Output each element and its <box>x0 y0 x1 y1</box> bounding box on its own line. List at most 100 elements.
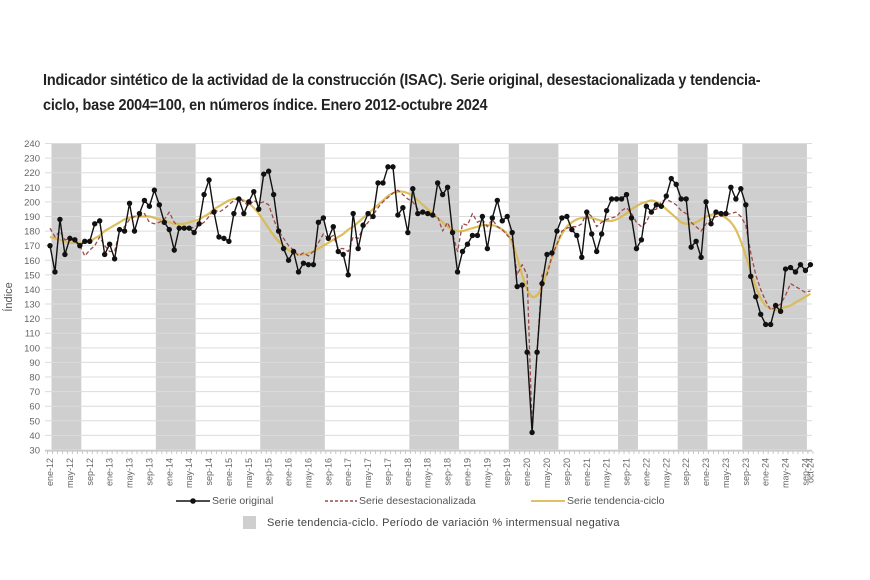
data-point <box>648 209 655 215</box>
data-point <box>728 184 734 190</box>
data-point <box>703 199 709 205</box>
y-tick-label: 140 <box>24 285 40 296</box>
x-tick-label: may-23 <box>721 458 731 488</box>
x-tick-label: sep-16 <box>323 458 333 486</box>
x-tick-label: may-24 <box>781 458 791 488</box>
data-point <box>330 223 336 230</box>
x-tick-label: ene-20 <box>522 458 532 486</box>
data-point <box>62 251 68 258</box>
data-point <box>688 244 694 250</box>
y-tick-label: 230 <box>24 154 40 165</box>
x-tick-label: sep-18 <box>443 458 453 486</box>
y-tick-label: 90 <box>29 358 40 369</box>
line-swatch-icon <box>531 500 565 502</box>
data-point <box>758 311 764 317</box>
data-point <box>469 232 476 239</box>
x-tick-label: may-15 <box>244 458 254 488</box>
x-tick-label: ene-14 <box>164 458 174 486</box>
data-point <box>767 321 774 328</box>
legend-label: Serie original <box>212 495 274 507</box>
data-point <box>87 238 93 244</box>
x-tick-label: sep-15 <box>264 458 274 486</box>
shaded-period-band <box>742 143 807 450</box>
x-tick-label: sep-20 <box>562 458 572 486</box>
data-point <box>236 196 242 202</box>
data-point <box>206 177 212 183</box>
x-tick-label: ene-21 <box>582 458 592 486</box>
data-point <box>97 218 103 224</box>
data-point <box>320 215 327 221</box>
data-point <box>365 210 371 217</box>
data-point <box>305 261 312 268</box>
legend-label: Serie tendencia-ciclo. Período de variac… <box>267 516 620 529</box>
legend-item-shaded[interactable]: Serie tendencia-ciclo. Período de variac… <box>243 516 620 529</box>
shaded-periods <box>51 143 807 450</box>
x-tick-label: may-13 <box>125 458 135 488</box>
data-point <box>405 229 411 236</box>
x-tick-label: ene-13 <box>105 458 115 486</box>
x-tick-label: may-14 <box>184 458 194 488</box>
x-tick-label: sep-17 <box>383 458 393 486</box>
y-axis-ticks: 30 40 50 60 70 80 90 100 110 120 130 140 150 160 170 18… <box>24 139 40 457</box>
x-tick-label: may-20 <box>542 458 552 488</box>
y-tick-label: 200 <box>24 197 40 208</box>
data-point <box>554 228 560 234</box>
data-point <box>454 269 461 275</box>
x-tick-label: may-21 <box>602 458 612 488</box>
data-point <box>390 164 396 170</box>
legend-item-tendencia[interactable]: Serie tendencia-ciclo <box>531 495 664 507</box>
data-point <box>509 229 515 236</box>
data-point <box>310 261 317 268</box>
data-point <box>807 261 814 268</box>
data-point <box>101 251 108 258</box>
data-point <box>146 203 153 209</box>
data-point <box>524 349 530 355</box>
data-point <box>738 186 744 192</box>
data-point <box>196 221 202 227</box>
data-point <box>171 247 177 253</box>
x-tick-label: may-16 <box>303 458 313 488</box>
data-point <box>280 245 287 252</box>
y-tick-label: 220 <box>24 168 40 179</box>
data-point <box>136 210 143 217</box>
shaded-period-band <box>677 143 708 450</box>
data-point <box>380 180 386 186</box>
data-point <box>375 180 381 186</box>
y-tick-label: 210 <box>24 183 40 194</box>
data-point <box>221 235 227 242</box>
legend-item-original[interactable]: Serie original <box>176 495 273 507</box>
data-point <box>668 175 674 182</box>
data-point <box>748 273 754 280</box>
y-tick-label: 160 <box>24 256 40 267</box>
data-point <box>231 210 237 217</box>
data-point <box>474 232 481 239</box>
data-point <box>529 429 535 436</box>
data-point <box>589 231 595 237</box>
data-point <box>598 231 605 237</box>
legend-item-desestacionalizada[interactable]: Serie desestacionalizada <box>325 495 476 507</box>
y-axis-label: Índice <box>2 282 15 311</box>
line-marker-swatch-icon <box>176 498 210 504</box>
data-point <box>340 251 346 258</box>
data-point <box>723 210 729 217</box>
legend-label: Serie desestacionalizada <box>359 495 476 507</box>
data-point <box>678 196 684 202</box>
data-point <box>131 228 138 234</box>
data-point <box>623 191 630 198</box>
data-point <box>718 210 724 217</box>
x-tick-label: ene-22 <box>641 458 651 486</box>
data-point <box>201 191 207 198</box>
data-point <box>439 191 446 198</box>
x-tick-label: may-22 <box>661 458 671 488</box>
x-tick-label: sep-24 <box>800 458 810 486</box>
data-point <box>52 269 58 275</box>
data-point <box>410 186 416 192</box>
data-point <box>777 308 784 315</box>
x-tick-label: may-17 <box>363 458 373 488</box>
data-point <box>67 235 73 242</box>
x-tick-label: oct-24 <box>805 458 815 483</box>
data-point <box>544 251 550 258</box>
data-point <box>261 171 267 177</box>
data-point <box>618 196 625 202</box>
